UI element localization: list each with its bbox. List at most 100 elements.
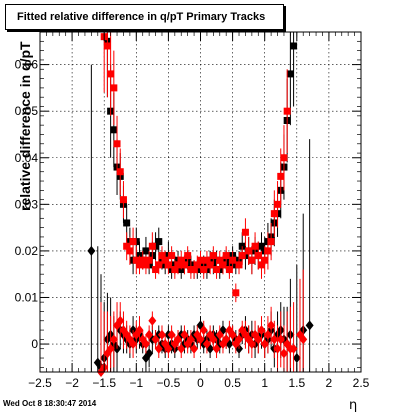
data-point-square (257, 261, 265, 269)
data-point-square (129, 238, 137, 246)
data-point-square (103, 42, 111, 50)
y-tick-label: 0.05 (15, 104, 39, 118)
data-point-square (123, 219, 131, 227)
data-point-square (161, 256, 169, 264)
data-point-square (145, 256, 153, 264)
x-tick-label: 2 (326, 376, 333, 390)
data-points (87, 32, 314, 377)
data-point-diamond (202, 339, 211, 350)
y-axis-label-wrap: relative difference in q/pT (17, 41, 33, 211)
data-point-square (200, 266, 208, 274)
data-point-diamond (247, 339, 256, 350)
data-point-square (229, 256, 237, 264)
data-point-square (257, 242, 265, 250)
y-tick-label: 0 (31, 337, 38, 351)
x-tick-label: 0.5 (224, 376, 241, 390)
data-point-diamond (190, 343, 199, 354)
data-point-square (197, 256, 204, 264)
data-point-diamond (215, 329, 224, 340)
data-point-diamond (177, 343, 186, 354)
data-point-square (270, 210, 278, 218)
data-point-square (241, 228, 249, 236)
data-point-square (283, 107, 291, 115)
data-point-square (168, 252, 176, 260)
x-tick-label: −2 (65, 376, 79, 390)
x-tick-label: −1.5 (92, 376, 116, 390)
data-point-square (158, 252, 166, 260)
data-point-square (254, 252, 262, 260)
data-point-square (126, 247, 134, 255)
data-point-square (274, 200, 282, 208)
data-point-diamond (109, 334, 118, 345)
data-point-diamond (129, 339, 138, 350)
data-point-square (222, 252, 230, 260)
data-point-square (290, 42, 298, 50)
data-point-square (232, 289, 240, 297)
data-point-square (193, 261, 201, 269)
data-point-square (280, 154, 288, 162)
data-point-diamond (267, 320, 276, 331)
data-point-square (174, 261, 182, 269)
data-point-diamond (263, 329, 272, 340)
data-point-square (155, 261, 163, 269)
x-tick-label: −2.5 (28, 376, 52, 390)
data-point-diamond (151, 334, 160, 345)
x-tick-label: −0.5 (157, 376, 181, 390)
data-point-square (264, 247, 272, 255)
x-axis-label: η (349, 398, 358, 413)
data-point-diamond (180, 329, 189, 340)
data-point-square (113, 140, 121, 148)
data-point-square (209, 252, 217, 260)
data-point-diamond (260, 339, 269, 350)
data-point-diamond (289, 343, 298, 354)
data-point-square (180, 261, 188, 269)
data-point-diamond (148, 315, 157, 326)
data-point-square (238, 252, 246, 260)
data-point-square (190, 266, 198, 274)
data-point-square (110, 84, 118, 92)
data-point-square (139, 256, 147, 264)
data-point-square (116, 168, 124, 176)
x-tick-label: 2.5 (353, 376, 370, 390)
data-point-square (286, 70, 294, 78)
chart-title: Fitted relative difference in q/pT Prima… (5, 4, 284, 30)
data-point-diamond (106, 343, 115, 354)
data-point-square (213, 266, 221, 274)
y-tick-label: 0.03 (15, 197, 39, 211)
y-tick-label: 0.01 (15, 290, 39, 304)
data-point-square (219, 261, 227, 269)
data-point-diamond (299, 334, 308, 345)
timestamp: Wed Oct 8 18:30:47 2014 (3, 399, 97, 408)
y-tick-label: 0.04 (15, 151, 39, 165)
data-point-diamond (145, 348, 154, 359)
data-point-square (203, 256, 211, 264)
data-point-square (206, 261, 214, 269)
data-point-square (216, 256, 224, 264)
data-point-square (142, 261, 150, 269)
data-point-square (123, 242, 131, 250)
data-point-square (110, 126, 118, 134)
data-point-square (184, 252, 192, 260)
data-point-diamond (257, 325, 266, 336)
data-point-diamond (154, 343, 163, 354)
data-point-square (136, 261, 144, 269)
data-point-square (261, 256, 269, 264)
axis-ticks (39, 32, 362, 372)
data-point-diamond (141, 339, 150, 350)
data-point-diamond (305, 320, 314, 331)
data-point-square (267, 238, 275, 246)
data-point-square (171, 266, 179, 274)
data-point-diamond (164, 343, 173, 354)
data-point-square (152, 266, 160, 274)
data-point-square (164, 261, 172, 269)
data-point-square (148, 242, 156, 250)
data-point-square (142, 247, 150, 255)
x-tick-label: −1 (129, 376, 143, 390)
data-point-diamond (279, 348, 288, 359)
data-point-diamond (157, 329, 166, 340)
data-point-diamond (87, 245, 96, 256)
y-tick-labels: 0 0.01 0.02 0.03 0.04 0.05 0.06 (15, 58, 39, 351)
x-tick-labels: −2.5 −2 −1.5 −1 −0.5 0 0.5 1 1.5 2 2.5 (28, 376, 370, 390)
data-point-square (248, 256, 256, 264)
